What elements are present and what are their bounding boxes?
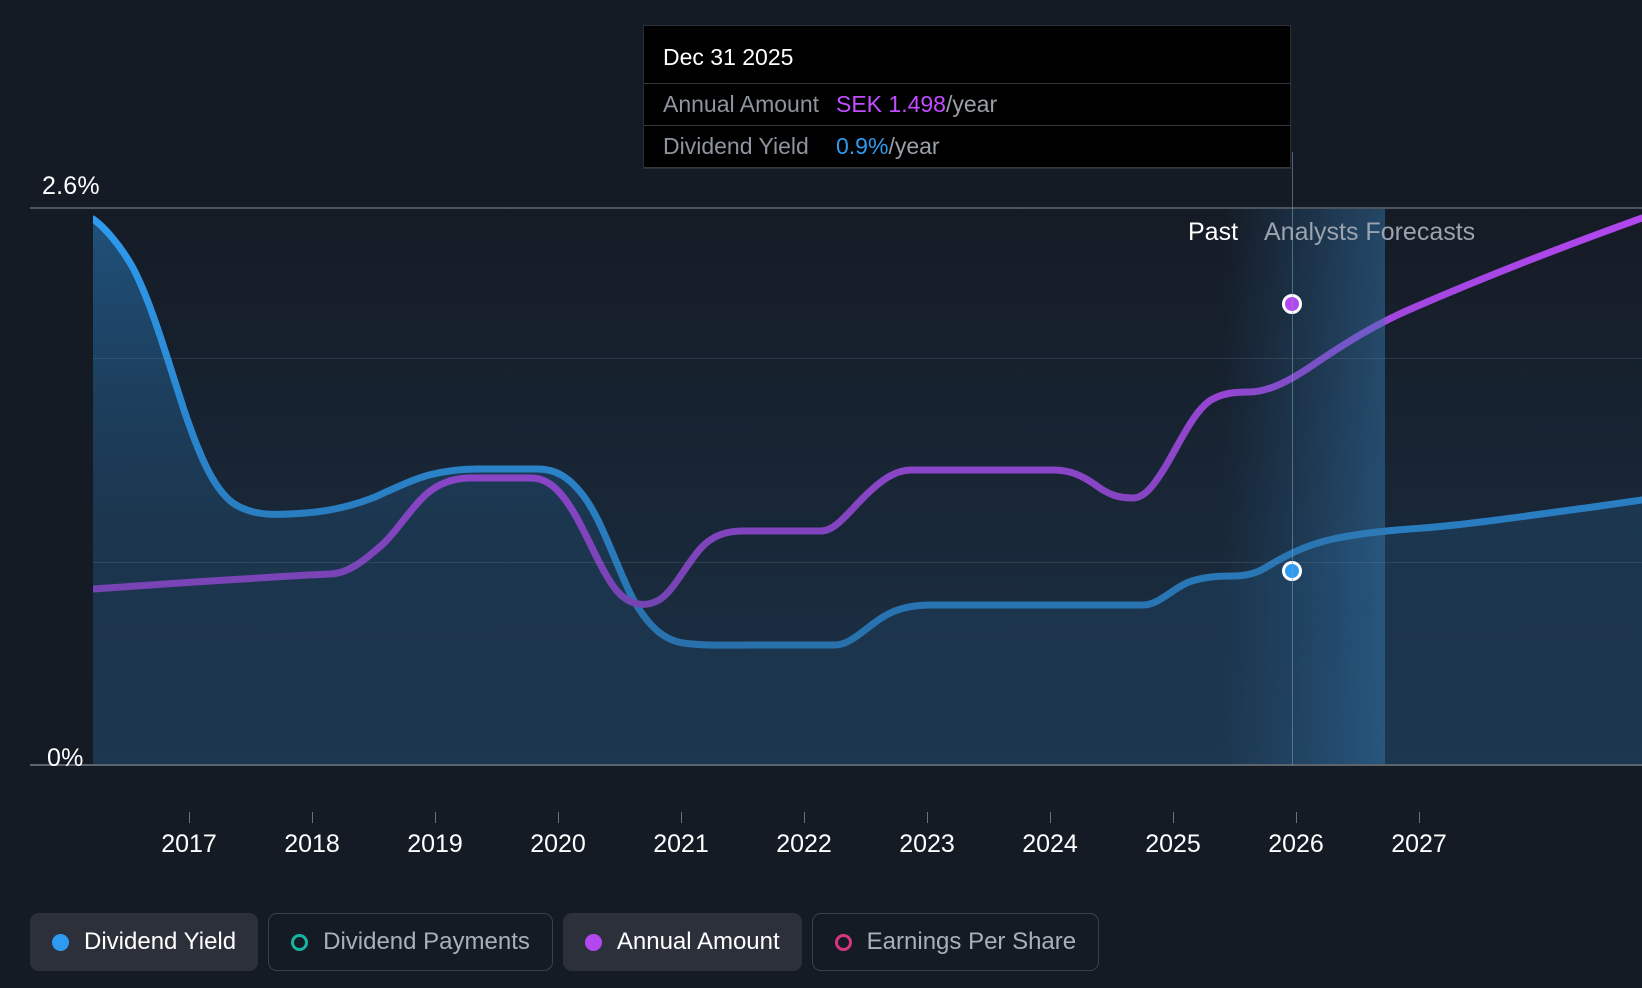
x-axis-label-2018: 2018	[284, 830, 340, 858]
legend-item-dividend-payments[interactable]: Dividend Payments	[268, 913, 553, 971]
legend-label-dividend-payments: Dividend Payments	[323, 928, 530, 955]
hollow-ring-icon	[834, 933, 852, 951]
legend-label-earnings-per-share: Earnings Per Share	[866, 928, 1077, 955]
x-tick-2024	[1050, 812, 1051, 823]
chart-legend: Dividend Yield Dividend Payments Annual …	[30, 913, 1100, 971]
x-tick-2020	[558, 812, 559, 823]
filled-dot-icon	[584, 933, 602, 951]
legend-label-annual-amount: Annual Amount	[616, 928, 780, 955]
legend-item-earnings-per-share[interactable]: Earnings Per Share	[811, 913, 1100, 971]
x-tick-2021	[681, 812, 682, 823]
x-tick-2019	[435, 812, 436, 823]
x-tick-2017	[189, 812, 190, 823]
legend-label-dividend-yield: Dividend Yield	[84, 928, 237, 955]
x-axis-label-2027: 2027	[1391, 830, 1447, 858]
tooltip-amount-suffix: /year	[945, 91, 998, 117]
data-point-tooltip: Dec 31 2025 Annual Amount SEK 1.498/year…	[643, 25, 1291, 169]
gridline-mid	[93, 562, 1642, 563]
x-axis-label-2026: 2026	[1268, 830, 1324, 858]
tooltip-row-annual-amount: Annual Amount SEK 1.498/year	[644, 83, 1290, 125]
x-axis-label-2022: 2022	[776, 830, 832, 858]
legend-item-annual-amount[interactable]: Annual Amount	[562, 913, 802, 971]
x-tick-2027	[1419, 812, 1420, 823]
x-axis-label-2021: 2021	[653, 830, 709, 858]
chart-plot-area	[93, 208, 1642, 765]
forecast-period-label: Analysts Forecasts	[1264, 218, 1476, 246]
plot-background	[93, 208, 1642, 765]
x-axis-label-2019: 2019	[407, 830, 463, 858]
filled-dot-icon	[52, 933, 69, 951]
top-axis-line	[30, 207, 1642, 209]
tooltip-yield-suffix: /year	[888, 133, 940, 159]
x-tick-2023	[927, 812, 928, 823]
x-axis-label-2017: 2017	[161, 830, 217, 858]
x-axis-label-2025: 2025	[1145, 830, 1201, 858]
current-date-divider	[1292, 152, 1293, 765]
tooltip-value-dividend-yield: 0.9%/year	[836, 133, 940, 160]
past-highlight-band	[1222, 208, 1385, 765]
x-tick-2018	[312, 812, 313, 823]
tooltip-row-dividend-yield: Dividend Yield 0.9%/year	[644, 125, 1290, 168]
hollow-ring-icon	[291, 933, 309, 951]
tooltip-value-annual-amount: SEK 1.498/year	[836, 91, 997, 118]
x-axis-label-2024: 2024	[1022, 830, 1078, 858]
legend-item-dividend-yield[interactable]: Dividend Yield	[30, 913, 259, 971]
tooltip-yield-value: 0.9%	[836, 133, 889, 159]
x-tick-2022	[804, 812, 805, 823]
y-axis-min-label: 0%	[47, 744, 84, 772]
y-axis-max-label: 2.6%	[42, 172, 100, 200]
tooltip-date: Dec 31 2025	[663, 44, 794, 70]
x-axis-label-2023: 2023	[899, 830, 955, 858]
x-tick-2025	[1173, 812, 1174, 823]
x-axis-label-2020: 2020	[530, 830, 586, 858]
tooltip-amount-value: SEK 1.498	[836, 91, 946, 117]
past-period-label: Past	[1188, 218, 1239, 246]
tooltip-label-dividend-yield: Dividend Yield	[663, 133, 809, 159]
gridline-upper	[93, 358, 1642, 359]
x-tick-2026	[1296, 812, 1297, 823]
x-axis-line	[30, 764, 1642, 766]
tooltip-label-annual-amount: Annual Amount	[663, 91, 820, 117]
